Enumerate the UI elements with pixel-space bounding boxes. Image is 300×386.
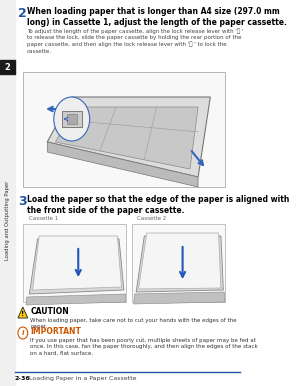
Polygon shape [26, 294, 125, 305]
Text: When loading paper, take care not to cut your hands with the edges of the
paper.: When loading paper, take care not to cut… [30, 318, 237, 329]
Polygon shape [139, 233, 221, 289]
Text: Loading Paper in a Paper Cassette: Loading Paper in a Paper Cassette [29, 376, 137, 381]
Text: IMPORTANT: IMPORTANT [30, 327, 81, 336]
Text: Loading and Outputting Paper: Loading and Outputting Paper [5, 180, 10, 260]
Text: i: i [22, 330, 24, 336]
Polygon shape [136, 236, 224, 292]
Text: 2: 2 [4, 63, 10, 71]
Bar [67, 114, 76, 124]
Circle shape [54, 97, 90, 141]
Text: !: ! [21, 311, 24, 317]
Text: 2: 2 [18, 7, 27, 20]
Text: Load the paper so that the edge of the paper is aligned with
the front side of t: Load the paper so that the edge of the p… [27, 195, 289, 215]
Bar [23, 224, 125, 302]
Text: Cassette 2: Cassette 2 [137, 216, 166, 221]
Text: To adjust the length of the paper cassette, align the lock release lever with 'Ⓢ: To adjust the length of the paper casset… [27, 28, 243, 54]
Text: CAUTION: CAUTION [30, 307, 69, 316]
Text: Cassette 1: Cassette 1 [28, 216, 58, 221]
Bar [0, 60, 15, 74]
Bar [0, 0, 15, 386]
Polygon shape [56, 107, 198, 169]
Polygon shape [33, 236, 122, 290]
Bar [23, 72, 225, 187]
Bar [132, 224, 225, 302]
Polygon shape [29, 239, 124, 294]
Text: When loading paper that is longer than A4 size (297.0 mm
long) in Cassette 1, ad: When loading paper that is longer than A… [27, 7, 287, 27]
Text: 2-36: 2-36 [15, 376, 30, 381]
Text: 3: 3 [18, 195, 27, 208]
Text: If you use paper that has been poorly cut, multiple sheets of paper may be fed a: If you use paper that has been poorly cu… [30, 338, 258, 356]
Circle shape [18, 327, 28, 339]
Polygon shape [47, 97, 210, 177]
Polygon shape [134, 292, 225, 304]
Polygon shape [47, 142, 198, 187]
Bar [62, 111, 82, 127]
Polygon shape [18, 307, 28, 318]
